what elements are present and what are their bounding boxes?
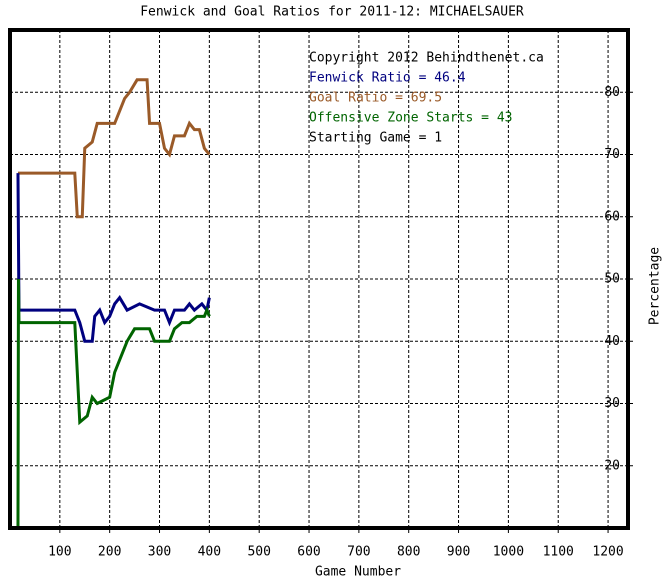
series-line bbox=[16, 173, 211, 343]
plot-frame bbox=[8, 28, 630, 530]
annotation: Fenwick Ratio = 46.4 bbox=[309, 71, 466, 86]
y-tick-label: 30 bbox=[604, 396, 620, 411]
x-axis-label: Game Number bbox=[315, 565, 401, 580]
x-tick-label: 1100 bbox=[543, 545, 574, 560]
annotation: Copyright 2012 Behindthenet.ca bbox=[309, 51, 544, 66]
x-tick-label: 400 bbox=[198, 545, 221, 560]
x-tick-label: 1200 bbox=[592, 545, 623, 560]
x-tick-label: 800 bbox=[397, 545, 420, 560]
annotation: Starting Game = 1 bbox=[309, 131, 442, 146]
y-tick-label: 40 bbox=[604, 334, 620, 349]
x-tick-label: 900 bbox=[447, 545, 470, 560]
y-tick-label: 20 bbox=[604, 458, 620, 473]
x-tick-label: 200 bbox=[98, 545, 121, 560]
x-tick-label: 700 bbox=[347, 545, 370, 560]
annotation: Offensive Zone Starts = 43 bbox=[309, 111, 513, 126]
x-tick-label: 600 bbox=[297, 545, 320, 560]
y-axis-label: Percentage bbox=[648, 247, 663, 325]
y-tick-label: 50 bbox=[604, 272, 620, 287]
series-line bbox=[16, 278, 211, 529]
y-tick-label: 70 bbox=[604, 147, 620, 162]
chart-title: Fenwick and Goal Ratios for 2011-12: MIC… bbox=[140, 5, 524, 20]
x-tick-label: 500 bbox=[247, 545, 270, 560]
x-tick-label: 100 bbox=[48, 545, 71, 560]
series-line bbox=[17, 78, 211, 219]
x-tick-label: 300 bbox=[148, 545, 171, 560]
x-tick-label: 1000 bbox=[493, 545, 524, 560]
y-tick-label: 60 bbox=[604, 209, 620, 224]
annotation: Goal Ratio = 69.5 bbox=[309, 91, 442, 106]
y-tick-label: 80 bbox=[604, 85, 620, 100]
